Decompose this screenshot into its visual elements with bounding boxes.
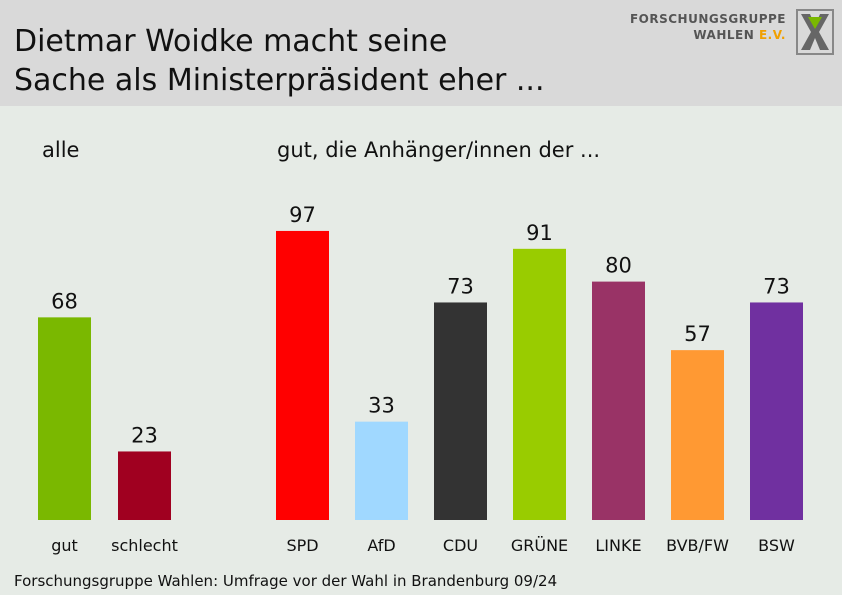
source-footer: Forschungsgruppe Wahlen: Umfrage vor der… — [14, 572, 558, 590]
left-panel-label: alle — [42, 138, 80, 162]
value-label-bsw: 73 — [763, 274, 790, 298]
value-label-gr-ne: 91 — [526, 221, 553, 245]
value-label-afd: 33 — [368, 394, 395, 418]
category-label-gut: gut — [51, 536, 78, 555]
bar-spd — [276, 230, 329, 520]
category-label-spd: SPD — [286, 536, 318, 555]
bar-schlecht — [118, 451, 171, 520]
bar-gut — [38, 317, 91, 520]
value-label-gut: 68 — [51, 289, 78, 313]
bar-bsw — [750, 302, 803, 520]
bar-bvb-fw — [671, 350, 724, 520]
value-label-spd: 97 — [289, 203, 316, 227]
logo-line-1: FORSCHUNGSGRUPPE — [629, 12, 786, 26]
title-line-2: Sache als Ministerpräsident eher ... — [14, 63, 545, 98]
category-label-cdu: CDU — [443, 536, 478, 555]
bar-gr-ne — [513, 248, 566, 520]
title-line-1: Dietmar Woidke macht seine — [14, 24, 448, 59]
logo-x-icon — [796, 9, 834, 55]
header-bar: Dietmar Woidke macht seine Sache als Min… — [0, 0, 842, 106]
logo-line-2a: WAHLEN — [693, 28, 759, 42]
category-label-gr-ne: GRÜNE — [511, 536, 568, 555]
category-label-bsw: BSW — [758, 536, 795, 555]
category-label-bvb-fw: BVB/FW — [666, 536, 729, 555]
page-title: Dietmar Woidke macht seine Sache als Min… — [14, 22, 545, 100]
value-label-linke: 80 — [605, 254, 632, 278]
category-label-schlecht: schlecht — [111, 536, 178, 555]
bar-cdu — [434, 302, 487, 520]
category-label-afd: AfD — [367, 536, 395, 555]
category-label-linke: LINKE — [595, 536, 641, 555]
logo-line-2b: E.V. — [758, 28, 786, 42]
bar-afd — [355, 421, 408, 520]
logo-text: FORSCHUNGSGRUPPE WAHLEN E.V. — [630, 11, 786, 43]
value-label-cdu: 73 — [447, 274, 474, 298]
right-panel-label: gut, die Anhänger/innen der ... — [277, 138, 601, 162]
bar-linke — [592, 281, 645, 520]
value-label-schlecht: 23 — [131, 423, 158, 447]
value-label-bvb-fw: 57 — [684, 322, 711, 346]
